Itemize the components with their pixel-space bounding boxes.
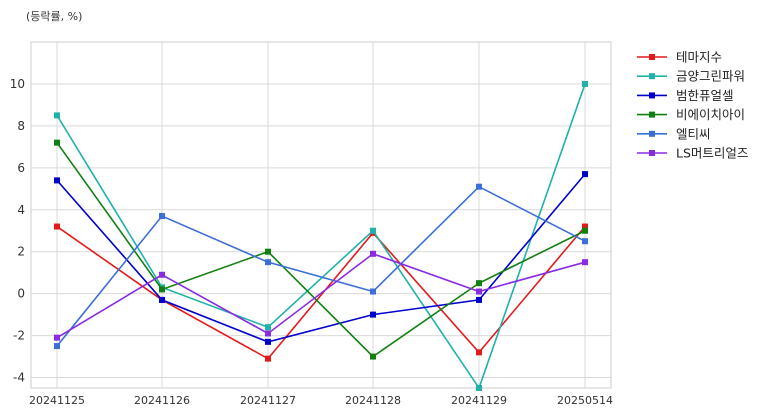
- legend-swatch-marker: [649, 54, 655, 60]
- data-point: [476, 183, 482, 190]
- series-line: [56, 225, 586, 360]
- data-point: [476, 296, 482, 303]
- legend-swatch-marker: [649, 111, 655, 118]
- data-point: [265, 324, 271, 331]
- series-line: [56, 173, 586, 343]
- series-line: [56, 185, 586, 347]
- data-point: [265, 259, 271, 266]
- y-unit-label: (등락률, %): [26, 10, 83, 23]
- legend-swatch-marker: [649, 130, 655, 137]
- data-point: [54, 343, 60, 350]
- x-tick-label: 20241129: [451, 394, 507, 407]
- data-point: [582, 223, 588, 230]
- plot-area: [30, 41, 612, 389]
- legend-swatch-marker: [649, 73, 655, 80]
- y-tick-label: 2: [17, 245, 25, 259]
- legend-swatch-marker: [649, 150, 655, 156]
- data-point: [476, 385, 482, 391]
- legend-label: 테마지수: [676, 50, 722, 65]
- data-point: [159, 271, 165, 278]
- x-tick-label: 20241127: [240, 394, 296, 407]
- series-line: [56, 83, 586, 390]
- data-point: [582, 259, 588, 266]
- legend-label: 범한퓨얼셀: [676, 88, 734, 103]
- x-tick-label: 20241128: [345, 394, 401, 407]
- data-point: [370, 288, 376, 295]
- y-tick-label: 8: [17, 119, 25, 133]
- legend-label: LS머트리얼즈: [676, 146, 748, 161]
- data-point: [582, 238, 588, 245]
- y-tick-label: 4: [17, 203, 25, 217]
- data-point: [370, 227, 376, 234]
- y-tick-label: 0: [17, 287, 25, 301]
- data-point: [582, 80, 588, 87]
- y-tick-label: -4: [13, 371, 25, 385]
- x-tick-label: 20250514: [557, 394, 613, 407]
- data-point: [370, 311, 376, 318]
- series-line: [56, 252, 586, 339]
- data-point: [582, 227, 588, 234]
- data-point: [370, 250, 376, 257]
- legend-label: 엘티씨: [676, 126, 711, 141]
- series-line: [56, 142, 586, 358]
- legend-label: 금양그린파워: [676, 69, 745, 84]
- data-point: [476, 288, 482, 295]
- data-point: [265, 248, 271, 255]
- data-point: [54, 223, 60, 230]
- data-point: [54, 139, 60, 146]
- data-point: [476, 280, 482, 287]
- data-point: [159, 213, 165, 220]
- data-point: [54, 177, 60, 184]
- y-tick-label: -2: [13, 329, 25, 343]
- data-point: [370, 353, 376, 360]
- data-point: [265, 330, 271, 337]
- data-point: [582, 171, 588, 178]
- data-point: [54, 334, 60, 341]
- x-tick-label: 20241125: [29, 394, 85, 407]
- data-point: [54, 112, 60, 119]
- data-point: [476, 349, 482, 356]
- y-tick-label: 10: [10, 77, 25, 91]
- data-point: [159, 286, 165, 293]
- data-point: [265, 338, 271, 345]
- data-point: [159, 296, 165, 303]
- legend-swatch-marker: [649, 92, 655, 99]
- y-tick-label: 6: [17, 161, 25, 175]
- legend-label: 비에이치아이: [676, 107, 745, 122]
- x-tick-label: 20241126: [134, 394, 190, 407]
- data-point: [265, 355, 271, 362]
